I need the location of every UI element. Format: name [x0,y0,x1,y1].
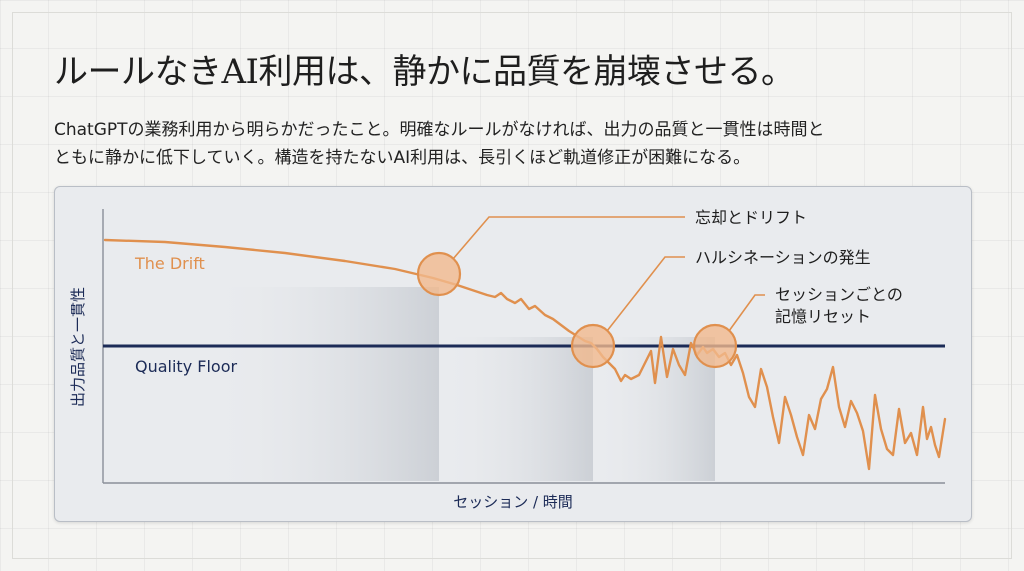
drift-diagram: 忘却とドリフト ハルシネーションの発生 セッションごとの 記憶リセット The … [69,208,947,511]
subtitle-line-1: ChatGPTの業務利用から明らかだったこと。明確なルールがなければ、出力の品質… [54,120,825,140]
y-axis-title: 出力品質と一貫性 [69,287,87,407]
callout-label-hallucination: ハルシネーションの発生 [695,248,871,267]
quality-floor-label: Quality Floor [135,357,237,376]
x-axis-title: セッション / 時間 [453,493,573,511]
drift-series-label: The Drift [134,254,205,273]
page-subtitle: ChatGPTの業務利用から明らかだったこと。明確なルールがなければ、出力の品質… [54,116,934,172]
callout-label-forgetting: 忘却とドリフト [695,208,807,227]
slide-frame [12,12,1012,559]
callout-label-memory-reset-line-1: セッションごとの [775,285,903,304]
callout-label-memory-reset-line-2: 記憶リセット [775,307,871,326]
callout-circle-memory-reset [692,323,738,369]
callout-circle-hallucination [570,323,616,369]
phase-shade-1 [205,287,439,481]
phase-shade-3 [593,337,715,481]
subtitle-line-2: ともに静かに低下していく。構造を持たないAI利用は、長引くほど軌道修正が困難にな… [54,148,751,168]
leader-line-forgetting [452,216,685,260]
diagram-panel: 忘却とドリフト ハルシネーションの発生 セッションごとの 記憶リセット The … [54,186,972,522]
page-title: ルールなきAI利用は、静かに品質を崩壊させる。 [54,52,795,92]
leader-line-memory-reset [728,294,765,332]
callout-circle-forgetting [416,251,462,297]
leader-line-hallucination [606,256,685,332]
phase-shade-2 [439,337,593,481]
